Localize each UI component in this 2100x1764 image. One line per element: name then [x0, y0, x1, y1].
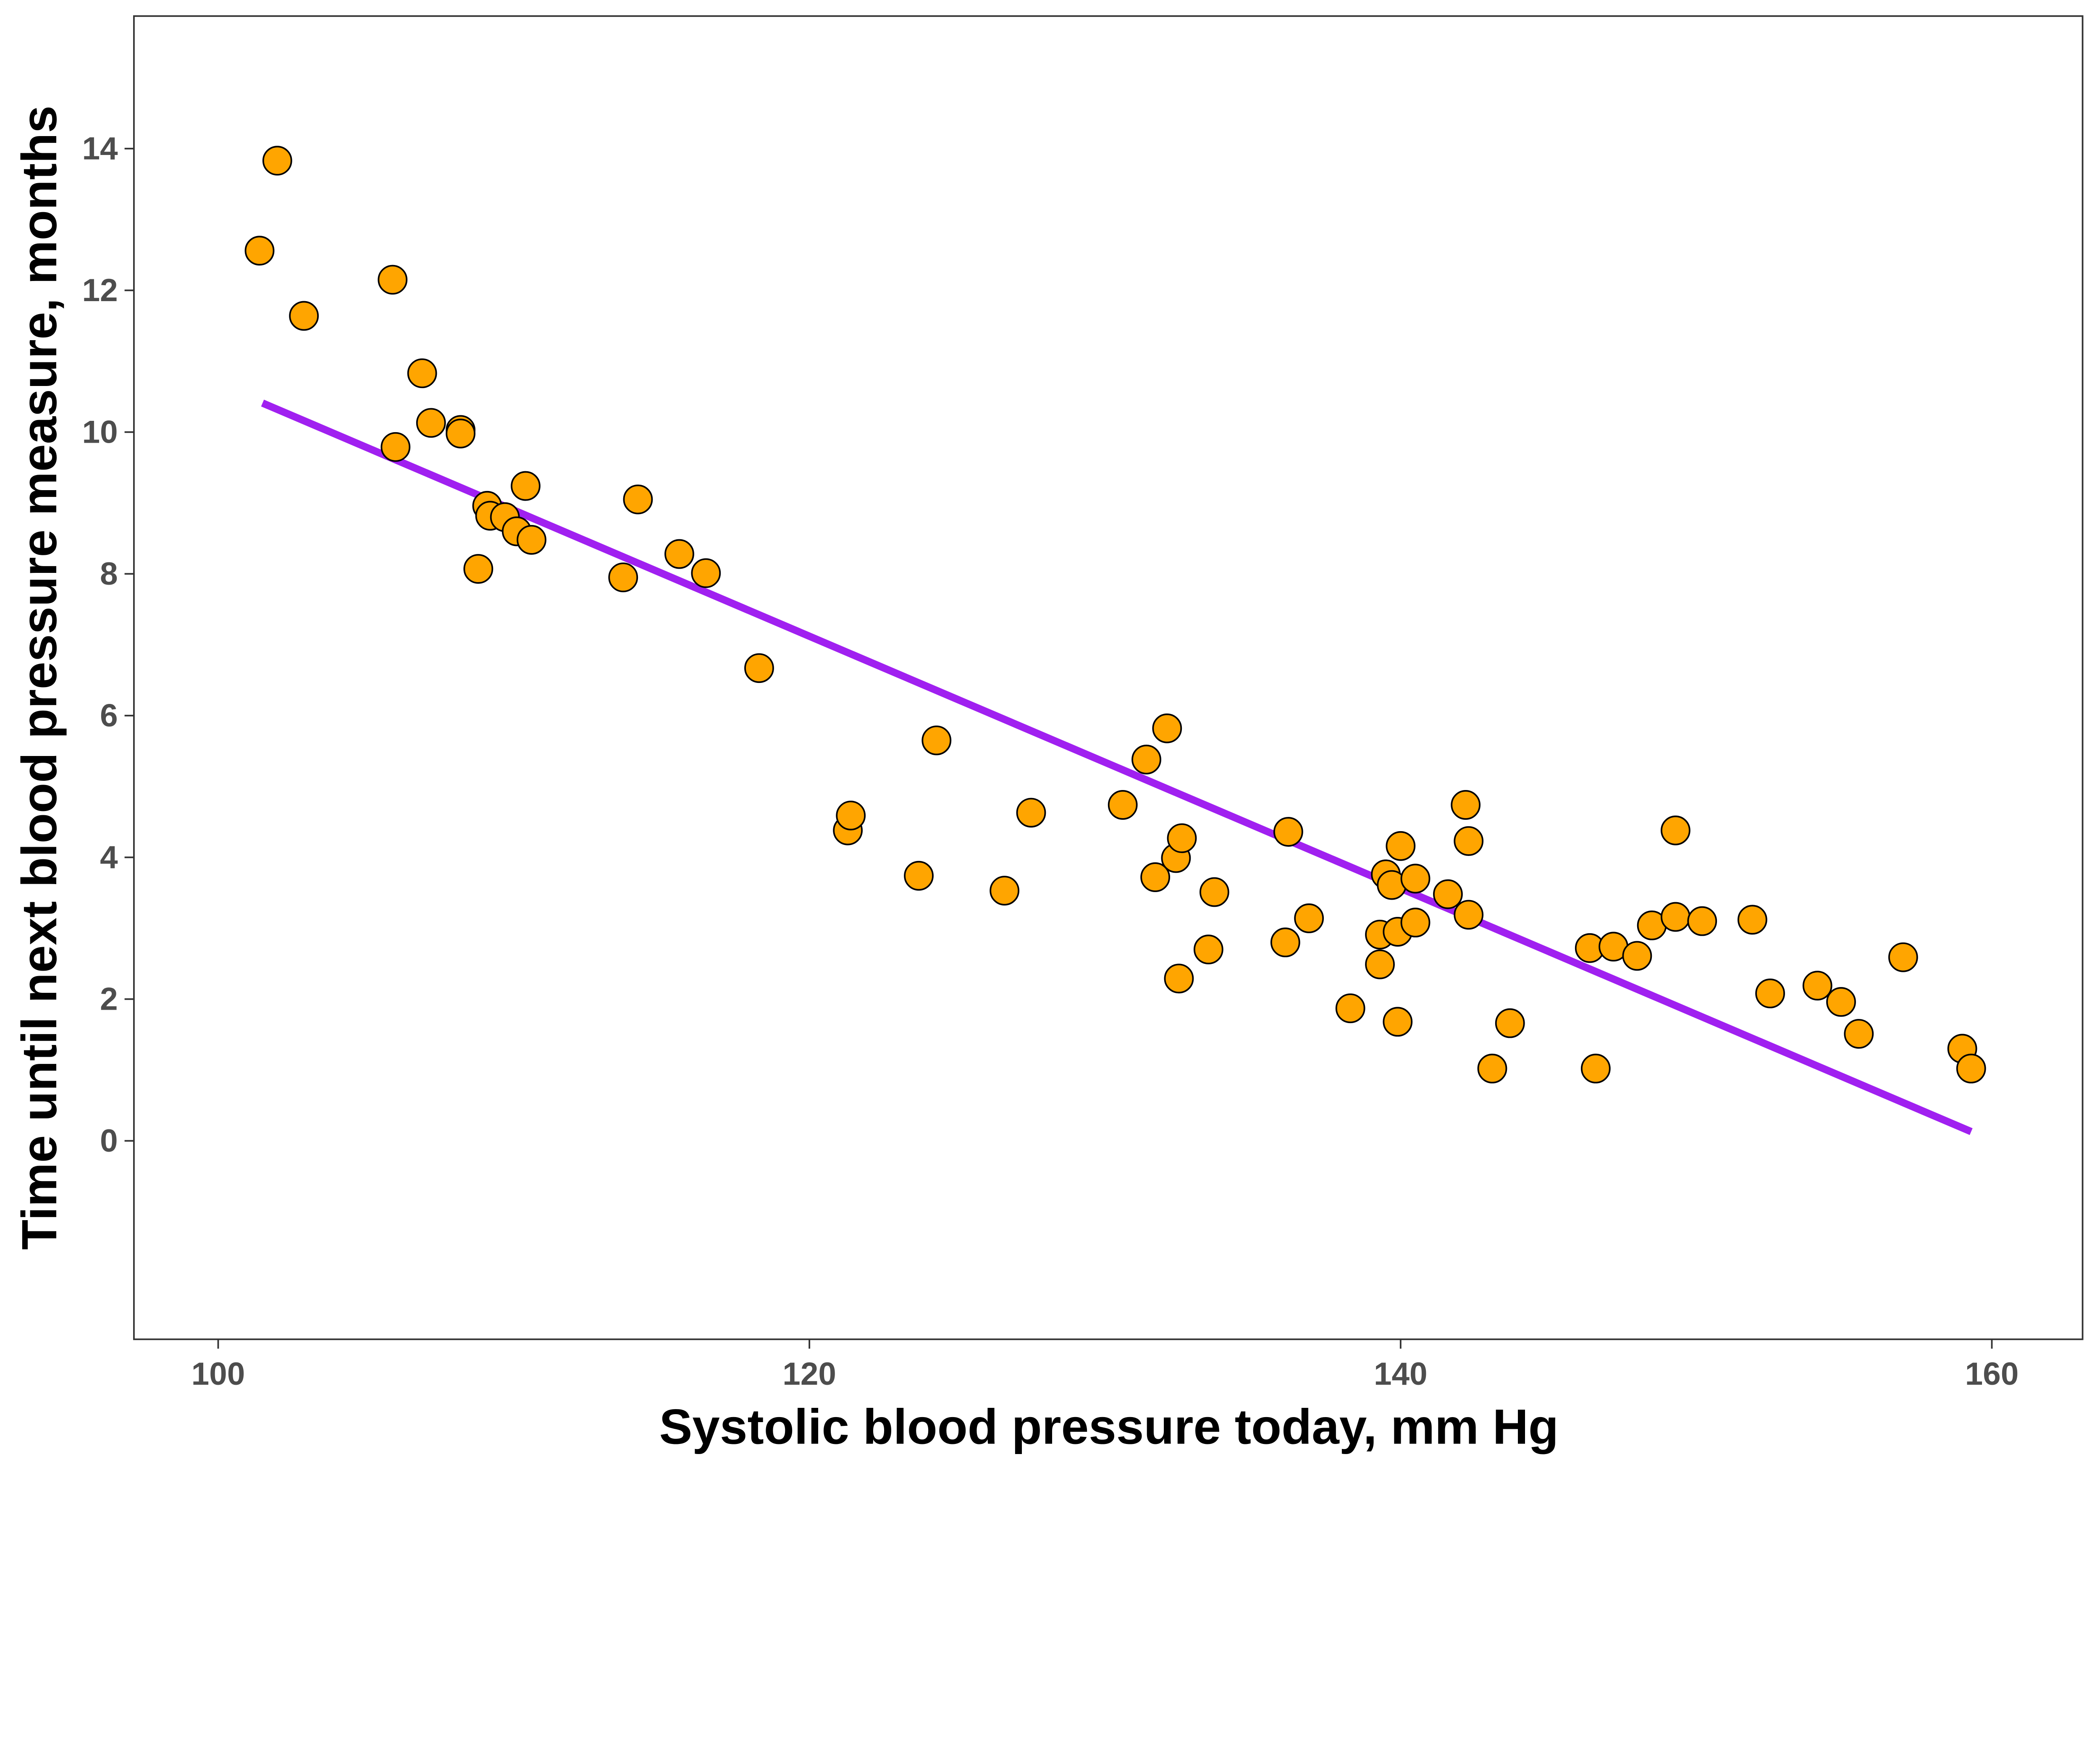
data-point	[1294, 903, 1324, 933]
data-point	[1454, 900, 1484, 930]
y-tick-label: 2	[100, 981, 118, 1017]
data-point	[1193, 934, 1223, 965]
plot-panel	[133, 15, 2084, 1340]
data-point	[1383, 1007, 1413, 1037]
x-axis: 100 120 140 160	[192, 1339, 2019, 1392]
data-point	[1477, 1053, 1507, 1084]
data-point	[1660, 815, 1690, 845]
regression-line	[261, 399, 1973, 1135]
y-tick-label: 4	[100, 840, 118, 875]
data-point	[244, 236, 275, 266]
data-point	[1400, 864, 1431, 894]
data-point	[990, 876, 1020, 906]
data-point	[904, 861, 934, 891]
data-point	[1140, 862, 1171, 892]
points-group	[244, 146, 1986, 1084]
data-point	[416, 408, 446, 438]
x-axis-title: Systolic blood pressure today, mm Hg	[659, 1399, 1559, 1455]
data-point	[664, 539, 694, 569]
data-point	[1956, 1053, 1986, 1084]
data-point	[1152, 713, 1182, 743]
y-tick-label: 8	[100, 556, 118, 592]
data-point	[511, 471, 541, 501]
data-point	[1580, 1053, 1611, 1084]
data-point	[744, 653, 774, 683]
data-point	[1365, 949, 1395, 979]
data-point	[517, 525, 546, 555]
data-point	[1826, 987, 1856, 1017]
data-point	[1400, 908, 1431, 937]
data-point	[1844, 1019, 1874, 1049]
data-point	[289, 301, 319, 331]
data-point	[1888, 942, 1918, 972]
data-point	[1454, 826, 1484, 856]
y-tick-label: 14	[82, 131, 118, 166]
scatter-chart: 0 2 4 6 8 10 12 14 100 120 140 160 Systolic blood …	[12, 15, 2084, 1455]
y-axis-title: Time until next blood pressure measure, …	[12, 105, 67, 1250]
data-point	[1386, 831, 1416, 861]
y-tick-label: 6	[100, 698, 118, 733]
data-point	[836, 801, 866, 831]
data-point	[1451, 790, 1481, 820]
data-point	[1199, 877, 1229, 907]
y-tick-label: 0	[100, 1123, 118, 1159]
data-point	[691, 558, 721, 588]
x-tick-label: 120	[782, 1356, 836, 1392]
y-tick-label: 10	[82, 414, 118, 450]
data-point	[1164, 963, 1194, 994]
data-point	[378, 265, 408, 295]
data-point	[1131, 745, 1161, 774]
data-point	[1270, 927, 1300, 958]
data-point	[1737, 905, 1767, 935]
data-point	[1802, 971, 1832, 1001]
data-point	[623, 484, 653, 514]
data-point	[1273, 817, 1303, 847]
x-tick-label: 160	[1965, 1356, 2019, 1392]
x-tick-label: 100	[192, 1356, 245, 1392]
data-point	[608, 562, 638, 593]
data-point	[463, 554, 494, 584]
y-axis: 0 2 4 6 8 10 12 14	[82, 131, 134, 1159]
data-point	[407, 358, 437, 388]
x-tick-label: 140	[1374, 1356, 1428, 1392]
data-point	[1016, 798, 1046, 828]
data-point	[1495, 1008, 1525, 1038]
data-point	[1687, 906, 1717, 936]
data-point	[921, 725, 952, 756]
data-point	[1755, 978, 1785, 1008]
data-point	[1108, 790, 1138, 820]
data-point	[1622, 941, 1652, 971]
data-point	[1335, 993, 1365, 1024]
data-point	[1167, 823, 1197, 853]
data-point	[381, 432, 411, 462]
data-point	[1660, 902, 1690, 932]
regression-line-group	[261, 399, 1973, 1135]
data-point	[1433, 879, 1463, 909]
y-tick-label: 12	[82, 273, 118, 308]
data-point	[262, 146, 292, 176]
data-point	[446, 418, 476, 449]
